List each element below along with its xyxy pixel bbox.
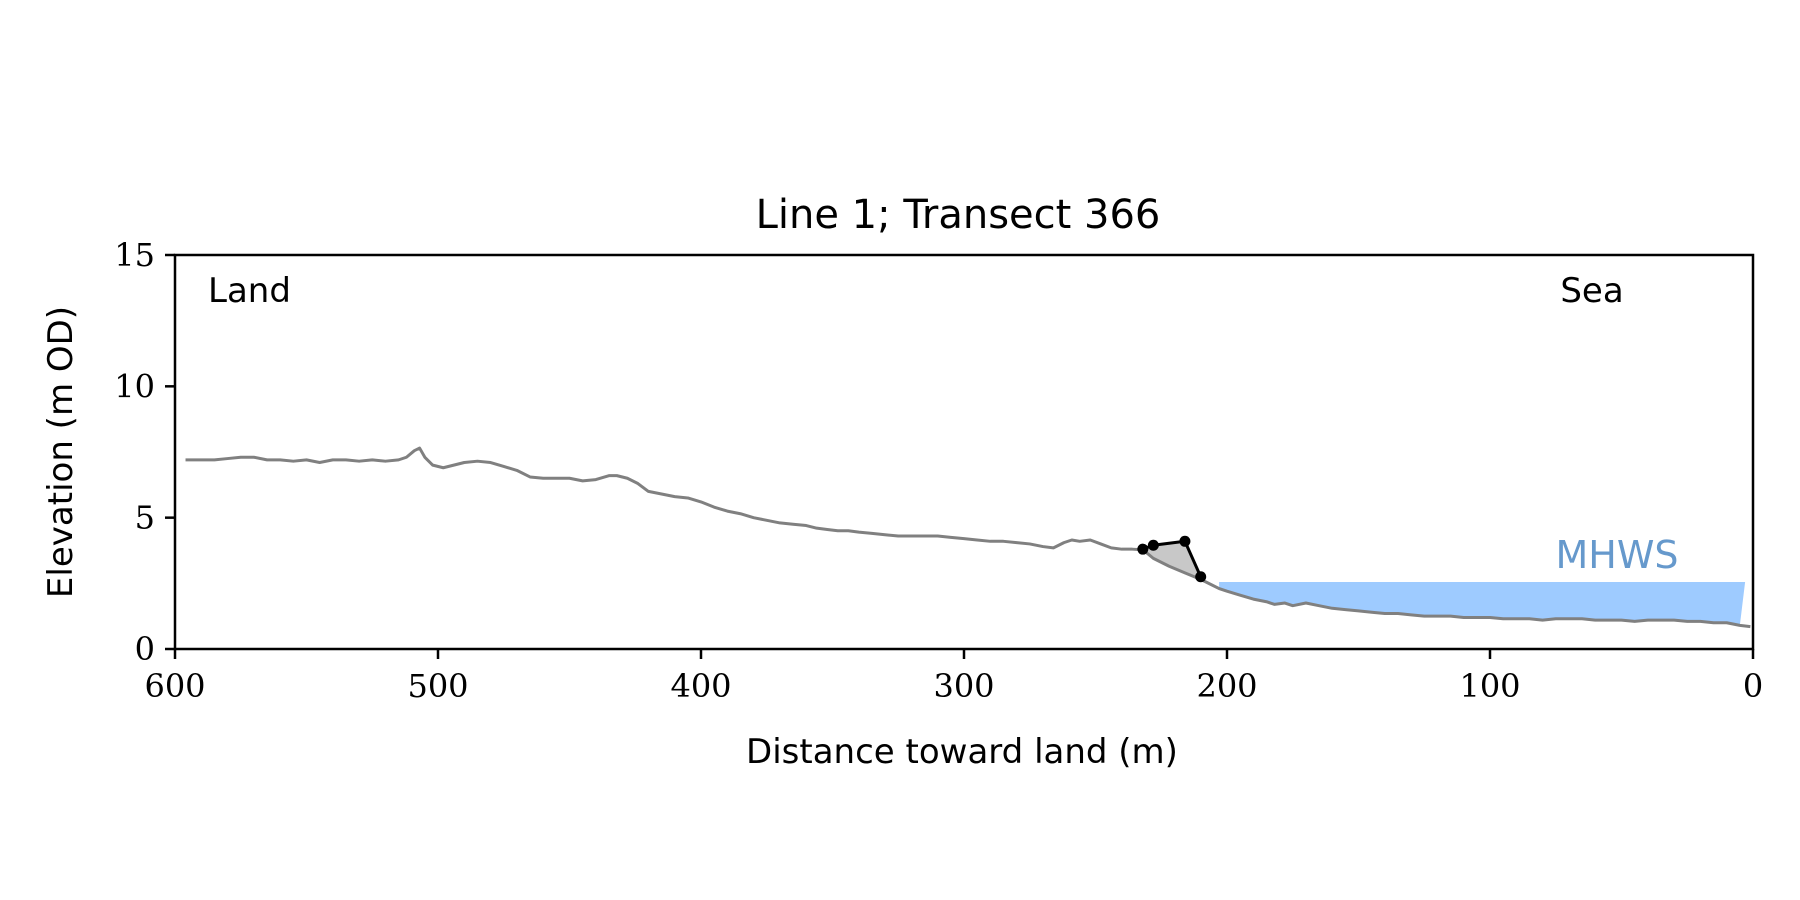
y-axis: 0 5 10 15 [114, 236, 175, 668]
x-tick-label: 0 [1743, 667, 1763, 705]
x-tick-label: 600 [144, 667, 205, 705]
seaward-profile-line [1141, 548, 1751, 629]
x-tick-label: 200 [1196, 667, 1257, 705]
cliff-point [1195, 571, 1207, 583]
x-tick-label: 100 [1459, 667, 1520, 705]
cliff-point [1137, 543, 1149, 555]
cliff-fill-area [1142, 541, 1201, 580]
x-tick-label: 300 [933, 667, 994, 705]
y-tick-label: 5 [135, 499, 155, 537]
x-tick-label: 400 [670, 667, 731, 705]
land-annotation: Land [208, 271, 291, 311]
mhws-label: MHWS [1555, 533, 1678, 577]
y-tick-label: 0 [135, 630, 155, 668]
y-axis-label: Elevation (m OD) [41, 306, 81, 598]
mhws-water-area [1219, 582, 1746, 626]
x-axis: 600 500 400 300 200 100 0 [144, 649, 1763, 705]
data-layer [185, 446, 1751, 629]
x-tick-label: 500 [407, 667, 468, 705]
landward-profile-line [185, 446, 1143, 552]
chart-title: Line 1; Transect 366 [756, 192, 1161, 238]
y-tick-label: 15 [114, 236, 155, 274]
x-axis-label: Distance toward land (m) [746, 732, 1178, 772]
cliff-point [1147, 539, 1159, 551]
cliff-profile-line [1142, 539, 1203, 578]
sea-annotation: Sea [1560, 271, 1623, 311]
y-tick-label: 10 [114, 367, 155, 405]
cliff-point [1179, 535, 1191, 547]
